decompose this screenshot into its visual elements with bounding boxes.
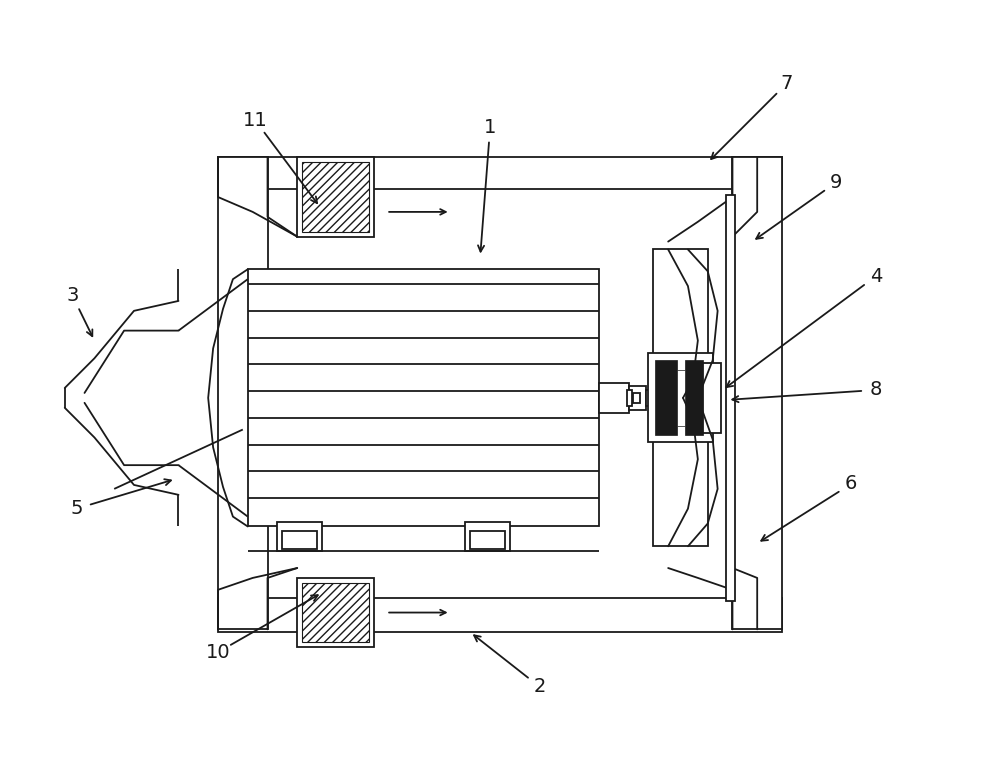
Text: 10: 10: [206, 642, 230, 662]
Bar: [648, 354, 713, 443]
Bar: [629, 386, 646, 409]
Text: 2: 2: [533, 677, 546, 697]
Bar: [302, 163, 369, 231]
Bar: [685, 360, 703, 436]
Bar: [633, 393, 640, 402]
Bar: [470, 532, 505, 550]
Text: 9: 9: [830, 173, 843, 192]
Bar: [465, 522, 510, 551]
Bar: [627, 390, 632, 406]
Text: 11: 11: [243, 111, 268, 130]
Bar: [646, 390, 651, 406]
Text: 3: 3: [66, 286, 79, 306]
Text: 5: 5: [70, 499, 83, 518]
Bar: [277, 522, 322, 551]
Bar: [297, 578, 374, 647]
Bar: [248, 269, 599, 526]
Bar: [218, 598, 782, 632]
Text: 6: 6: [845, 474, 857, 494]
Bar: [653, 249, 708, 546]
Bar: [732, 157, 782, 629]
Bar: [599, 383, 629, 413]
Bar: [218, 157, 782, 189]
Bar: [282, 532, 317, 550]
Bar: [302, 583, 369, 642]
Text: 1: 1: [484, 118, 496, 137]
Bar: [297, 157, 374, 237]
Bar: [655, 360, 677, 436]
Bar: [218, 157, 268, 629]
Text: 8: 8: [870, 381, 882, 399]
Text: 4: 4: [870, 267, 882, 286]
Bar: [703, 363, 721, 433]
Bar: [677, 370, 685, 426]
Text: 7: 7: [781, 74, 793, 93]
Bar: [726, 195, 735, 601]
